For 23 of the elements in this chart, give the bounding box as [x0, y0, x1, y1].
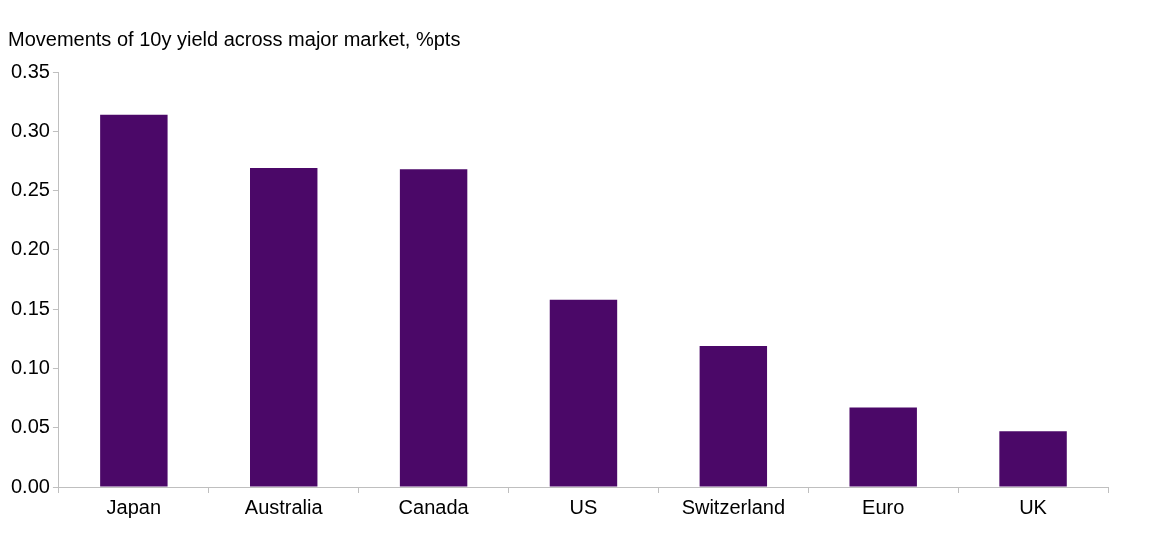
x-tick-label: UK [1019, 495, 1048, 518]
y-tick-label: 0.25 [10, 178, 50, 201]
x-tick-label: Switzerland [681, 495, 786, 518]
bar [999, 431, 1067, 487]
x-tick-label: Euro [862, 495, 905, 518]
bar [250, 168, 318, 487]
y-tick-label: 0.05 [10, 415, 50, 438]
bar [100, 114, 168, 487]
x-tick-label: Japan [106, 495, 162, 518]
bar [399, 169, 468, 487]
y-tick-label: 0.30 [10, 118, 50, 141]
y-tick-label: 0.00 [10, 474, 50, 497]
x-tick-label: Australia [244, 495, 324, 518]
y-tick-label: 0.15 [10, 296, 50, 319]
x-tick-label: US [569, 495, 598, 518]
bar [549, 299, 618, 487]
bar [699, 345, 768, 487]
bar [849, 407, 917, 487]
y-tick-label: 0.10 [10, 355, 50, 378]
chart-title: Movements of 10y yield across major market, %pts [8, 27, 461, 50]
y-tick-label: 0.20 [10, 237, 50, 260]
x-tick-label: Canada [398, 495, 470, 518]
y-tick-label: 0.35 [10, 59, 50, 82]
